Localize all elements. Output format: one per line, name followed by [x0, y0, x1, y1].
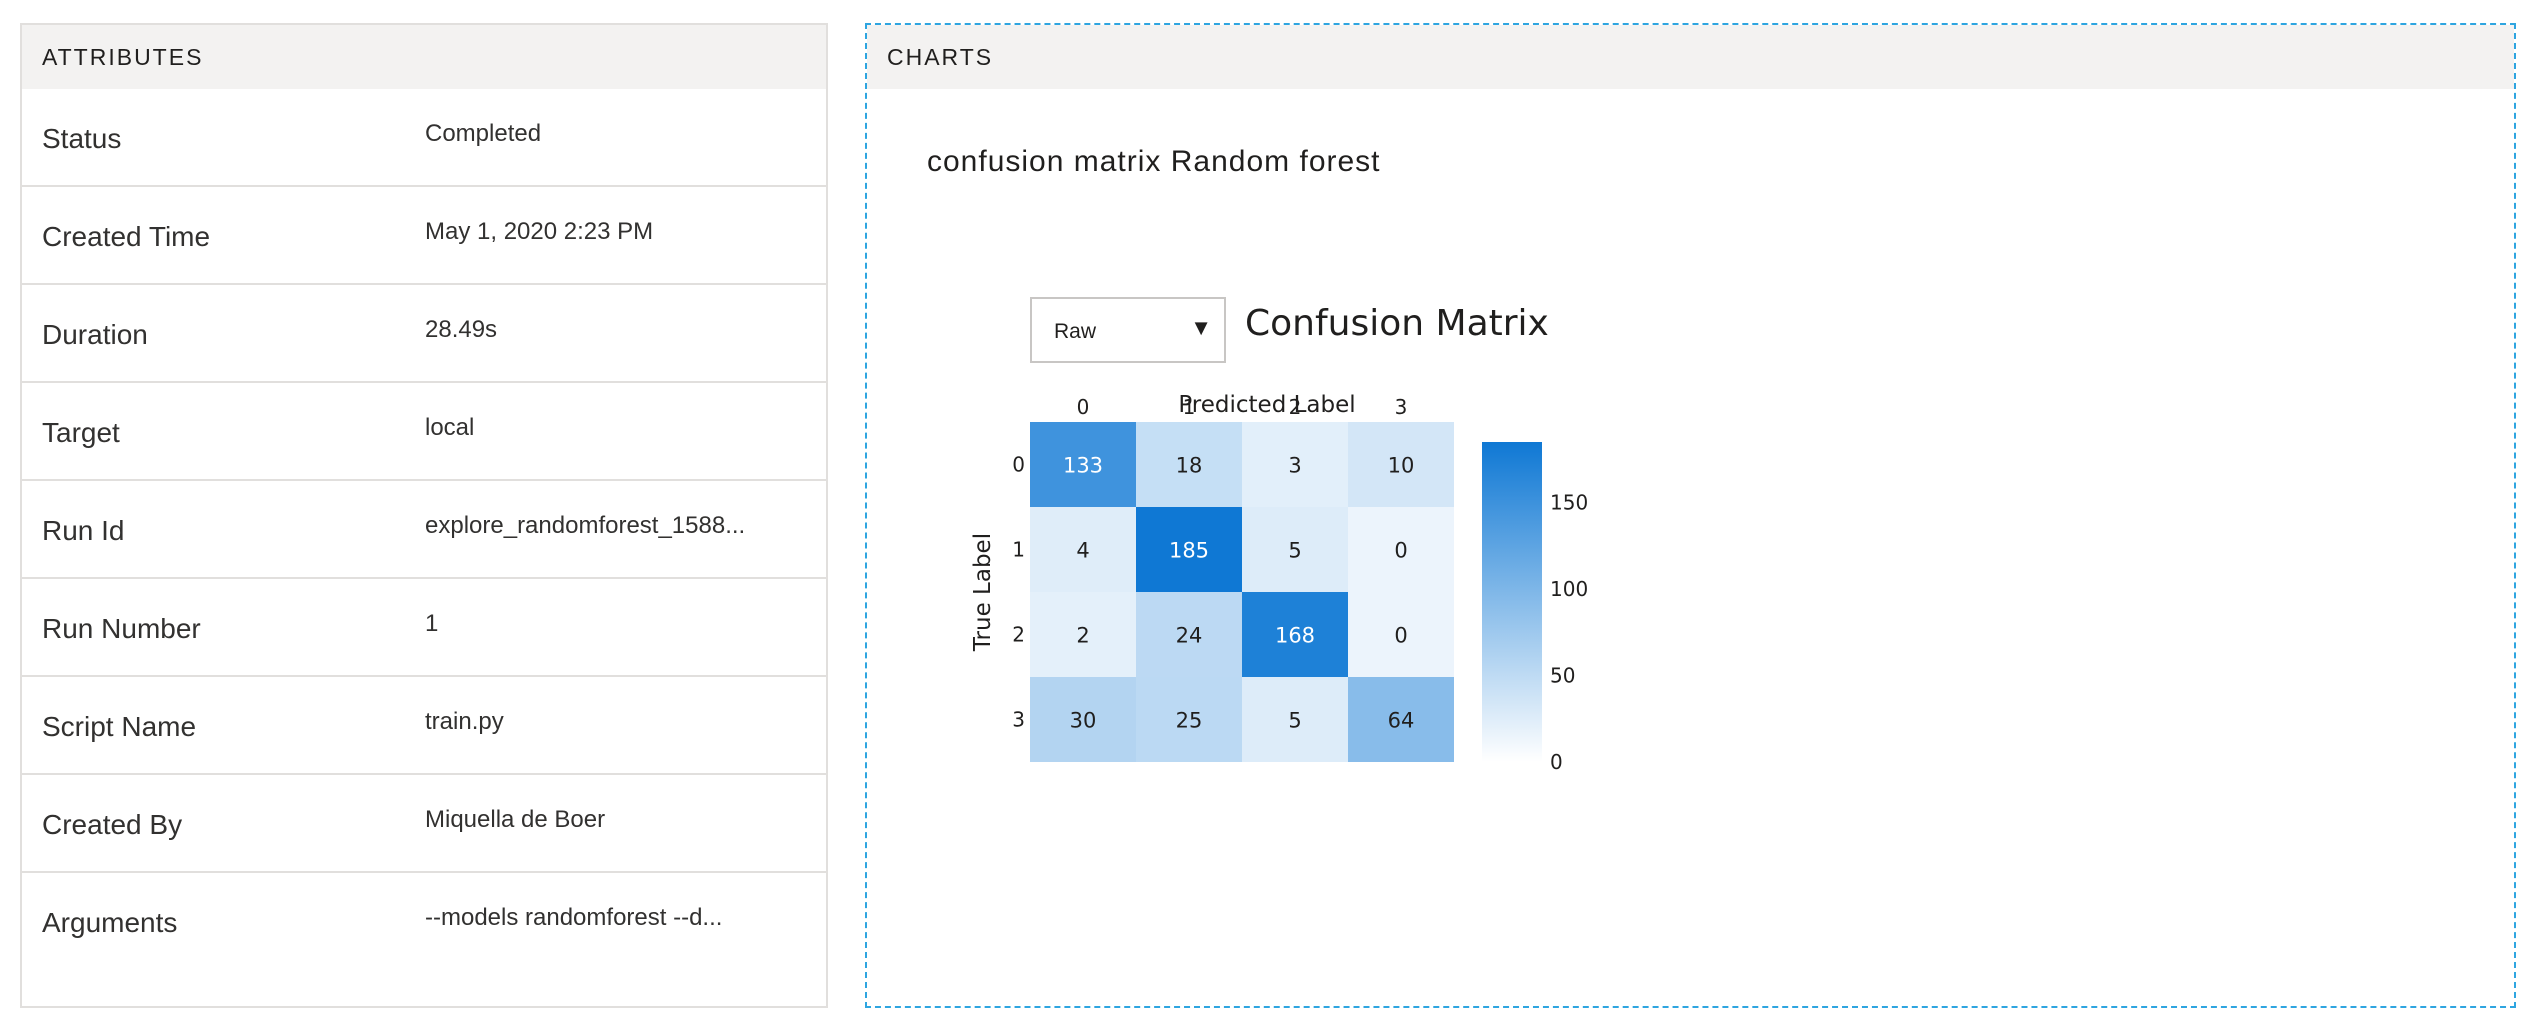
heatmap-cell — [1136, 422, 1242, 507]
y-tick-label: 1 — [1012, 538, 1025, 562]
cell-value-label: 0 — [1394, 539, 1407, 563]
cell-value-label: 10 — [1388, 454, 1415, 478]
attribute-value: Miquella de Boer — [425, 806, 606, 833]
attribute-value: train.py — [425, 708, 504, 735]
chart-title: confusion matrix Random forest — [927, 145, 1381, 178]
attributes-panel: ATTRIBUTES Status Completed Created Time… — [20, 23, 828, 1008]
colorbar-tick-label: 100 — [1550, 577, 1588, 601]
cell-value-label: 133 — [1063, 454, 1103, 478]
attribute-value: 28.49s — [425, 316, 498, 343]
attribute-name: Run Number — [42, 613, 201, 644]
triangle-down-icon: ▼ — [1190, 315, 1212, 340]
cell-value-label: 5 — [1288, 709, 1301, 733]
heatmap-cell — [1242, 507, 1348, 592]
x-tick-label: 0 — [1077, 395, 1090, 419]
attribute-name: Target — [42, 417, 120, 448]
x-tick-label: 1 — [1183, 395, 1196, 419]
colorbar-tick-label: 150 — [1550, 491, 1588, 515]
attribute-row-status: Status Completed — [22, 89, 826, 187]
attribute-name: Duration — [42, 319, 148, 350]
heatmap-cell — [1136, 592, 1242, 677]
attribute-value[interactable]: explore_randomforest_1588... — [425, 512, 746, 539]
colorbar-tick-label: 50 — [1550, 664, 1575, 688]
heatmap-cells: 133 18 3 10 4 185 5 0 2 24 168 0 30 25 5 64 — [1030, 422, 1454, 762]
colorbar-tick-labels: 0 50 100 150 — [1550, 491, 1588, 774]
attribute-name: Script Name — [42, 711, 197, 742]
heatmap-cell — [1030, 677, 1136, 762]
attribute-row-target: Target local — [22, 383, 826, 481]
attribute-name: Created Time — [42, 221, 211, 252]
cell-value-label: 18 — [1176, 454, 1203, 478]
x-axis-label: Predicted Label — [1178, 392, 1355, 418]
cell-value-label: 3 — [1288, 454, 1301, 478]
cell-value-label: 2 — [1076, 624, 1089, 648]
heatmap-cell — [1242, 592, 1348, 677]
attribute-value[interactable]: --models randomforest --d... — [425, 904, 723, 931]
attribute-value: Completed — [425, 120, 542, 147]
attribute-name: Arguments — [42, 907, 178, 938]
heatmap-cell — [1348, 507, 1454, 592]
attribute-name: Run Id — [42, 515, 125, 546]
cell-value-label: 5 — [1288, 539, 1301, 563]
attribute-row-script-name: Script Name train.py — [22, 677, 826, 775]
x-tick-labels: 0 1 2 3 — [1077, 395, 1408, 419]
attribute-row-run-id: Run Id explore_randomforest_1588... — [22, 481, 826, 579]
attributes-header: ATTRIBUTES — [22, 25, 826, 89]
cell-value-label: 30 — [1070, 709, 1097, 733]
heatmap-cell — [1030, 507, 1136, 592]
attributes-list: Status Completed Created Time May 1, 202… — [22, 89, 826, 971]
attribute-row-arguments: Arguments --models randomforest --d... — [22, 873, 826, 971]
heatmap-cell — [1136, 507, 1242, 592]
attribute-row-run-number: Run Number 1 — [22, 579, 826, 677]
attribute-name: Created By — [42, 809, 183, 840]
charts-panel: CHARTS confusion matrix Random forest Ra… — [865, 23, 2516, 1008]
x-tick-label: 3 — [1395, 395, 1408, 419]
colorbar-tick-label: 0 — [1550, 750, 1563, 774]
heatmap-cell — [1242, 422, 1348, 507]
y-axis-label: True Label — [970, 533, 996, 652]
cell-value-label: 4 — [1076, 539, 1089, 563]
y-tick-label: 0 — [1012, 453, 1025, 477]
cell-value-label: 24 — [1176, 624, 1203, 648]
attribute-value: May 1, 2020 2:23 PM — [425, 218, 654, 245]
attribute-name: Status — [42, 123, 122, 154]
cell-value-label: 64 — [1388, 709, 1415, 733]
x-tick-label: 2 — [1289, 395, 1302, 419]
cell-value-label: 185 — [1169, 539, 1209, 563]
heatmap-cell — [1348, 422, 1454, 507]
heatmap-cell — [1030, 422, 1136, 507]
attribute-row-created-time: Created Time May 1, 2020 2:23 PM — [22, 187, 826, 285]
cell-value-label: 168 — [1275, 624, 1315, 648]
heatmap-cell — [1030, 592, 1136, 677]
normalization-dropdown[interactable]: Raw ▼ — [1030, 297, 1226, 363]
y-tick-label: 3 — [1012, 708, 1025, 732]
heatmap-cell — [1348, 677, 1454, 762]
attribute-row-created-by: Created By Miquella de Boer — [22, 775, 826, 873]
confusion-matrix-title: Confusion Matrix — [1245, 303, 1549, 344]
cell-value-label: 25 — [1176, 709, 1203, 733]
y-tick-label: 2 — [1012, 623, 1025, 647]
attribute-row-duration: Duration 28.49s — [22, 285, 826, 383]
colorbar — [1482, 442, 1542, 762]
cell-value-label: 0 — [1394, 624, 1407, 648]
heatmap-cell — [1136, 677, 1242, 762]
heatmap-cell — [1242, 677, 1348, 762]
attribute-value: 1 — [425, 610, 439, 637]
dropdown-selected-value: Raw — [1054, 320, 1097, 343]
attribute-value: local — [425, 414, 475, 441]
heatmap-cell — [1348, 592, 1454, 677]
charts-header: CHARTS — [867, 25, 2514, 89]
y-tick-labels: 0 1 2 3 — [1012, 453, 1025, 732]
